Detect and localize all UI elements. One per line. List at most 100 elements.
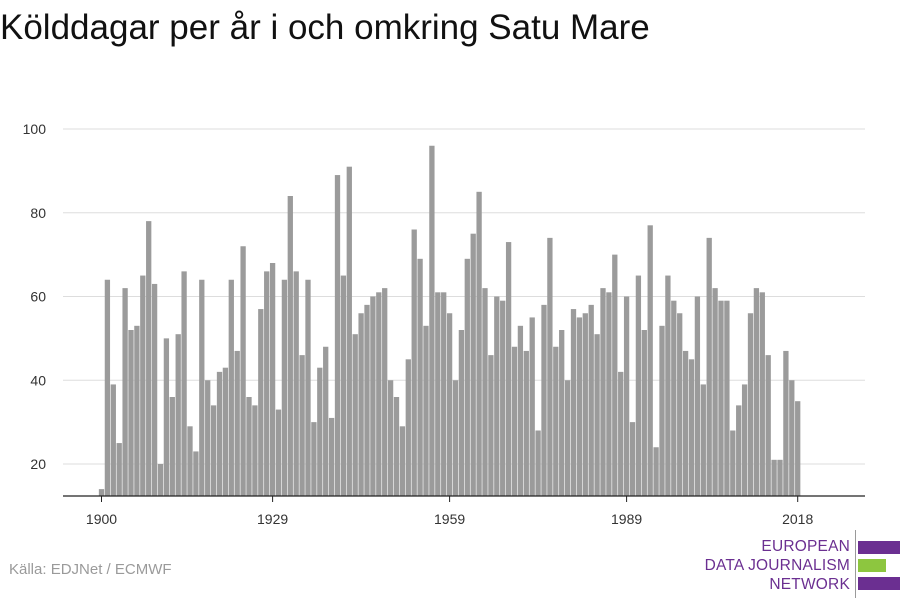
bar: [753, 288, 760, 496]
y-tick-label: 20: [30, 456, 46, 472]
bar: [688, 359, 695, 496]
bar: [582, 313, 588, 496]
bar: [694, 296, 701, 496]
bar: [264, 271, 270, 496]
logo-purple-block-top: [858, 541, 900, 554]
bar: [535, 430, 541, 496]
bar: [446, 313, 453, 496]
bar: [122, 288, 128, 496]
bar: [623, 296, 630, 496]
bar: [470, 233, 476, 496]
bar: [647, 225, 653, 496]
bar: [712, 288, 718, 496]
bar: [641, 330, 647, 496]
bar: [476, 191, 482, 496]
bar: [653, 447, 659, 496]
bar: [417, 258, 423, 496]
bar: [795, 401, 801, 496]
bar: [187, 426, 193, 496]
bar: [759, 292, 765, 496]
bar: [452, 380, 459, 496]
bar: [104, 279, 111, 496]
y-tick-label: 60: [30, 289, 46, 305]
bar: [441, 292, 447, 496]
bar: [328, 417, 335, 496]
bar: [210, 405, 217, 496]
bar: [311, 422, 317, 496]
bar: [98, 489, 105, 496]
bar: [464, 258, 470, 496]
bar: [299, 355, 305, 496]
bar: [594, 334, 600, 496]
bar: [618, 371, 624, 496]
logo-divider: [855, 530, 856, 598]
y-axis-labels: 20 40 60 80 100: [23, 121, 47, 472]
bar: [789, 380, 795, 496]
bar: [222, 367, 229, 496]
bar: [724, 300, 730, 496]
bar: [216, 371, 223, 496]
bar: [252, 405, 258, 496]
bar: [494, 296, 500, 496]
bar: [718, 300, 724, 496]
bar: [541, 304, 547, 496]
bar: [116, 443, 122, 496]
bar: [741, 384, 748, 496]
logo-line-3: NETWORK: [769, 576, 850, 593]
bar: [482, 288, 488, 496]
x-tick-label: 1900: [86, 511, 117, 527]
x-axis: 1900 1929 1959 1989 2018: [63, 495, 865, 527]
bar: [682, 350, 689, 496]
bar: [317, 367, 323, 496]
bar: [777, 459, 783, 496]
x-tick-label: 1959: [434, 511, 465, 527]
bar: [458, 330, 465, 496]
bar: [205, 380, 211, 496]
bar: [151, 283, 158, 496]
bar: [523, 350, 529, 496]
bar: [293, 271, 299, 496]
bar: [134, 325, 140, 496]
bar: [181, 271, 187, 496]
bar: [700, 384, 706, 496]
bar: [163, 338, 170, 496]
bar: [671, 300, 677, 496]
bar: [500, 300, 506, 496]
bar: [199, 279, 205, 496]
bar: [771, 459, 777, 496]
bar: [576, 317, 583, 496]
bar: [240, 246, 246, 496]
bar: [393, 397, 400, 496]
bar: [529, 317, 535, 496]
logo-purple-block-bottom: [858, 577, 900, 590]
source-note: Källa: EDJNet / ECMWF: [9, 561, 172, 578]
bar: [258, 309, 264, 496]
bar: [665, 275, 671, 496]
bar: [629, 422, 636, 496]
bar: [505, 242, 512, 496]
bar: [246, 397, 252, 496]
bar: [193, 451, 199, 496]
bar: [547, 237, 553, 496]
edjnet-logo: EUROPEAN DATA JOURNALISM NETWORK: [705, 530, 900, 598]
bar: [553, 346, 559, 496]
logo-green-block: [858, 559, 886, 572]
bar: [405, 359, 411, 496]
y-tick-label: 40: [30, 372, 46, 388]
bar: [659, 325, 665, 496]
bar: [228, 279, 234, 496]
bar: [275, 409, 282, 496]
bar: [423, 325, 429, 496]
bar: [352, 334, 358, 496]
bar: [411, 229, 417, 496]
bar: [287, 196, 293, 496]
bar: [517, 325, 524, 496]
bar: [730, 430, 736, 496]
y-tick-label: 100: [23, 121, 47, 137]
bar: [146, 221, 152, 496]
x-tick-label: 1989: [611, 511, 642, 527]
chart-title: Kölddagar per år i och omkring Satu Mare: [0, 8, 650, 47]
bar: [269, 263, 276, 496]
bar: [488, 355, 494, 496]
